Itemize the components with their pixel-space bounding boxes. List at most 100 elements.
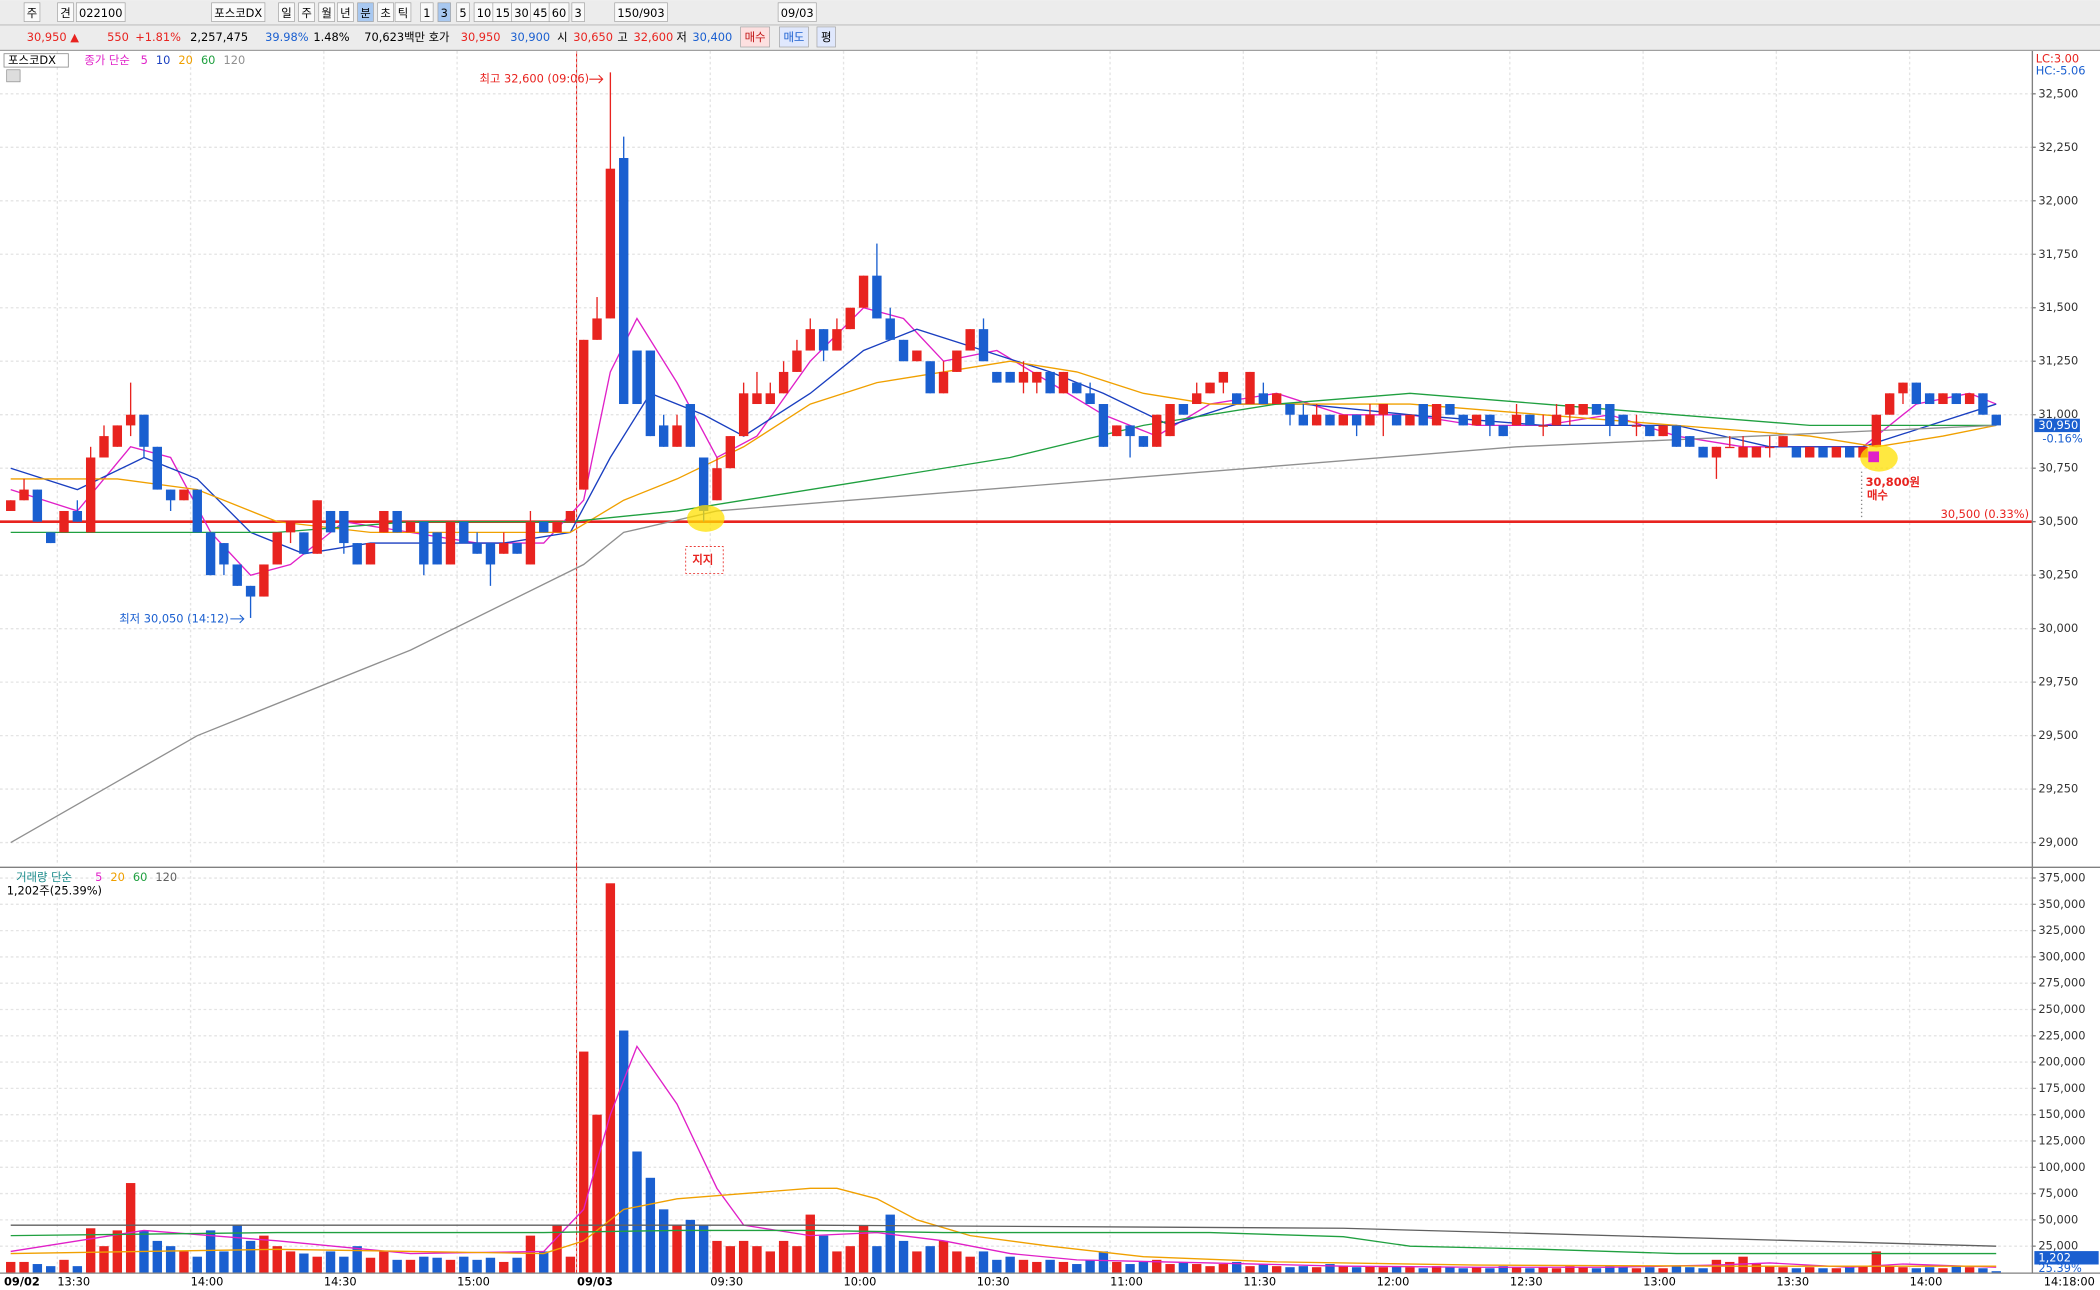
toolbar-button[interactable]: 10: [477, 6, 491, 20]
y-tick-label: 31,250: [2038, 354, 2078, 368]
volume-bar: [1098, 1251, 1109, 1273]
toolbar-button[interactable]: 포스코DX: [214, 6, 262, 20]
level-label: 30,500 (0.33%): [1941, 507, 2029, 521]
toolbar-button[interactable]: 주: [27, 6, 37, 20]
x-tick-label: 09:30: [710, 1274, 743, 1288]
candle-body: [32, 489, 43, 522]
candle-body: [1271, 393, 1282, 405]
x-tick-label: 15:00: [457, 1274, 490, 1288]
volume-bar: [179, 1251, 189, 1273]
candle-body: [259, 564, 269, 597]
volume-bar: [1525, 1268, 1535, 1273]
candle-body: [1192, 393, 1202, 405]
quote-field: 고: [617, 30, 627, 44]
volume-bar: [99, 1246, 109, 1273]
candle-body: [445, 521, 456, 565]
toolbar-button[interactable]: 틱: [398, 6, 408, 20]
candle-body: [1391, 414, 1402, 426]
volume-bar: [778, 1240, 789, 1273]
candle-body: [1911, 382, 1922, 405]
quote-field: 30,400: [692, 30, 732, 44]
candle-body: [1538, 425, 1548, 427]
volume-bar: [1072, 1264, 1082, 1273]
toolbar-button[interactable]: 년: [340, 6, 350, 20]
button-frame: [211, 2, 266, 22]
toolbar-button[interactable]: 45: [533, 6, 547, 20]
candle-body: [339, 510, 349, 544]
candle-body: [1551, 414, 1562, 426]
candle-body: [938, 371, 949, 394]
candle-body: [472, 543, 482, 554]
toolbar-button[interactable]: 3: [575, 6, 582, 20]
x-end-label: 14:18:00: [2044, 1274, 2095, 1288]
volume-bar: [1951, 1266, 1961, 1273]
toolbar-button[interactable]: 3: [441, 6, 448, 20]
y-tick-label: 275,000: [2038, 976, 2085, 990]
y-tick-label: 375,000: [2038, 871, 2085, 885]
quote-field[interactable]: 평: [821, 30, 831, 44]
toolbar-button[interactable]: 견: [60, 6, 70, 20]
quote-field[interactable]: 매도: [783, 30, 804, 44]
candle-body: [125, 414, 136, 426]
volume-bar: [219, 1251, 229, 1273]
candle-body: [579, 339, 589, 490]
button-frame: [377, 2, 394, 22]
toolbar-button[interactable]: 60: [552, 6, 566, 20]
volume-bar: [1085, 1259, 1095, 1273]
quote-field[interactable]: 매수: [745, 30, 766, 44]
candle-body: [872, 275, 882, 319]
moving-average: [10, 328, 1997, 555]
toolbar-button[interactable]: 30: [514, 6, 528, 20]
moving-average: [10, 1187, 1997, 1267]
order-button: [740, 26, 770, 48]
volume-bar: [419, 1256, 429, 1273]
toolbar-button[interactable]: 09/03: [781, 6, 814, 20]
volume-bar: [1778, 1267, 1788, 1273]
button-frame: [614, 2, 668, 22]
toolbar-button[interactable]: 일: [281, 6, 291, 20]
volume-bar: [6, 1261, 16, 1273]
candle-body: [179, 489, 189, 501]
volume-legend-title: 거래량 단순: [16, 870, 72, 884]
candle-body: [1338, 414, 1348, 426]
volume-bar: [725, 1246, 735, 1273]
candle-body: [1485, 414, 1495, 426]
toolbar-button[interactable]: 150/903: [617, 6, 664, 20]
button-frame: [420, 2, 434, 22]
toolbar-button[interactable]: 분: [360, 6, 370, 20]
toolbar-button[interactable]: 주: [301, 6, 311, 20]
toolbar-button[interactable]: 월: [321, 6, 331, 20]
toolbar-button[interactable]: 1: [423, 6, 430, 20]
y-tick-label: 75,000: [2038, 1186, 2078, 1200]
candle-body: [1725, 446, 1735, 449]
plot: 29,000 29,250 29,500 29,750 30,000 30,250 30,5…: [0, 51, 2099, 1288]
volume-bar: [512, 1257, 522, 1273]
toolbar-button[interactable]: 15: [496, 6, 510, 20]
volume-bar: [1298, 1266, 1309, 1273]
moving-average: [10, 424, 1997, 844]
settings-icon[interactable]: [6, 69, 21, 83]
volume-bar: [845, 1246, 855, 1273]
volume-bar: [272, 1246, 282, 1273]
toolbar-button[interactable]: 022100: [79, 6, 122, 20]
volume-bar: [832, 1251, 842, 1273]
volume-bar: [1578, 1267, 1588, 1273]
volume-bar: [1045, 1259, 1055, 1273]
legend-entry: 60: [201, 53, 215, 67]
last-price: 30,950: [2038, 418, 2078, 432]
volume-bar: [365, 1257, 376, 1273]
x-tick-label: 14:30: [324, 1274, 357, 1288]
toolbar-button[interactable]: 5: [459, 6, 466, 20]
toolbar-button[interactable]: 초: [380, 6, 390, 20]
volume-bar: [1485, 1268, 1495, 1273]
x-tick-label: 12:30: [1510, 1274, 1543, 1288]
y-tick-label: 29,500: [2038, 728, 2078, 742]
candle-body: [459, 521, 469, 544]
button-frame: [456, 2, 470, 22]
volume-bar: [459, 1256, 469, 1273]
candle-body: [619, 157, 629, 405]
candle-body: [72, 510, 83, 522]
y-tick-label: 225,000: [2038, 1028, 2085, 1042]
candle-body: [1431, 404, 1442, 426]
